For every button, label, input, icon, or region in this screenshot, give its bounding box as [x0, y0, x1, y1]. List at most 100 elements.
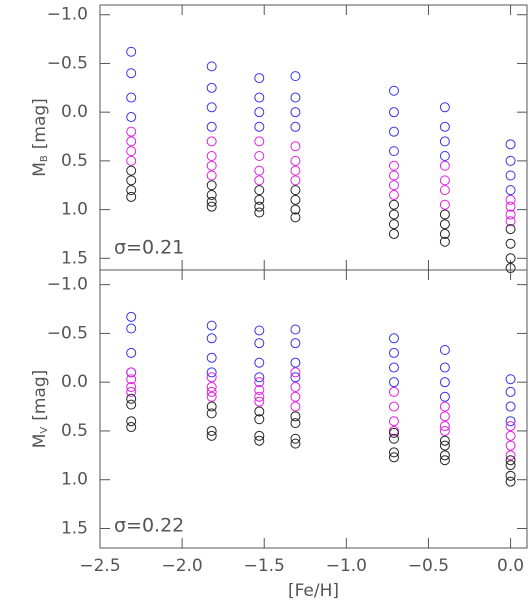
data-point — [254, 185, 265, 196]
data-point — [505, 216, 516, 227]
data-point — [439, 175, 450, 186]
data-point — [439, 236, 450, 247]
data-point — [290, 141, 301, 152]
data-point — [505, 476, 516, 487]
data-point — [126, 323, 137, 334]
data-point — [439, 401, 450, 412]
data-point — [206, 425, 217, 436]
annotation: σ=0.21 — [114, 237, 184, 259]
data-point — [206, 401, 217, 412]
data-point — [254, 175, 265, 186]
data-point — [254, 338, 265, 349]
data-point — [388, 189, 399, 200]
data-point — [388, 107, 399, 118]
data-point — [126, 347, 137, 358]
y-label-subscript: V — [39, 427, 50, 434]
data-point — [388, 416, 399, 427]
data-point — [254, 92, 265, 103]
x-tick-label: −0.5 — [408, 556, 449, 576]
data-point — [505, 238, 516, 249]
data-point — [290, 107, 301, 118]
data-point — [254, 151, 265, 162]
data-point — [126, 136, 137, 147]
data-point — [388, 219, 399, 230]
data-point — [439, 377, 450, 388]
data-point — [505, 460, 516, 471]
data-point — [206, 136, 217, 147]
data-point — [290, 367, 301, 378]
data-point — [388, 362, 399, 373]
data-point — [254, 165, 265, 176]
data-point — [290, 324, 301, 335]
data-point — [126, 382, 137, 393]
data-point — [290, 71, 301, 82]
data-point — [388, 333, 399, 344]
data-point — [290, 121, 301, 132]
data-point — [206, 196, 217, 207]
data-point — [206, 333, 217, 344]
y-tick-label: 0.5 — [61, 421, 88, 441]
data-point — [206, 382, 217, 393]
data-point — [505, 155, 516, 166]
data-point — [439, 391, 450, 402]
data-point — [206, 160, 217, 171]
y-tick-label: 0.5 — [61, 151, 88, 171]
data-point — [254, 73, 265, 84]
data-point — [290, 418, 301, 429]
data-point — [254, 384, 265, 395]
data-point — [206, 320, 217, 331]
data-point — [254, 435, 265, 446]
data-point — [290, 357, 301, 368]
data-point — [439, 136, 450, 147]
data-point — [290, 212, 301, 223]
data-point — [388, 209, 399, 220]
data-point — [505, 430, 516, 441]
data-point — [206, 82, 217, 93]
data-point — [505, 455, 516, 466]
data-point — [439, 185, 450, 196]
data-point — [254, 207, 265, 218]
data-point — [439, 455, 450, 466]
data-point — [439, 440, 450, 451]
annotation: σ=0.22 — [114, 515, 184, 537]
data-point — [290, 372, 301, 383]
data-point — [505, 224, 516, 235]
y-label-unit: [mag] — [30, 98, 50, 149]
plot-frame — [99, 4, 528, 271]
data-point — [439, 160, 450, 171]
x-tick-label: −1.0 — [326, 556, 367, 576]
data-point — [290, 204, 301, 215]
y-label-symbol: M — [30, 162, 50, 177]
y-tick-label: −1.0 — [47, 5, 88, 25]
y-axis-label: MV [mag] — [30, 370, 50, 449]
x-tick-label: −2.5 — [79, 556, 120, 576]
data-point — [254, 325, 265, 336]
y-tick-label: 0.0 — [61, 102, 88, 122]
data-point — [290, 165, 301, 176]
data-point — [439, 450, 450, 461]
data-point — [290, 338, 301, 349]
data-point — [439, 344, 450, 355]
data-point — [388, 170, 399, 181]
data-point — [254, 357, 265, 368]
data-point — [388, 427, 399, 438]
data-point — [388, 160, 399, 171]
data-point — [254, 372, 265, 383]
data-point — [126, 422, 137, 433]
data-point — [439, 425, 450, 436]
data-point — [439, 219, 450, 230]
data-point — [206, 61, 217, 72]
y-tick-label: 0.0 — [61, 372, 88, 392]
data-point — [290, 175, 301, 186]
data-point — [388, 401, 399, 412]
data-point — [254, 201, 265, 212]
y-label-symbol: M — [30, 434, 50, 449]
data-point — [388, 199, 399, 210]
data-point — [388, 126, 399, 137]
data-point — [254, 136, 265, 147]
data-point — [290, 382, 301, 393]
data-point — [126, 92, 137, 103]
data-point — [388, 386, 399, 397]
data-point — [254, 377, 265, 388]
data-point — [505, 194, 516, 205]
